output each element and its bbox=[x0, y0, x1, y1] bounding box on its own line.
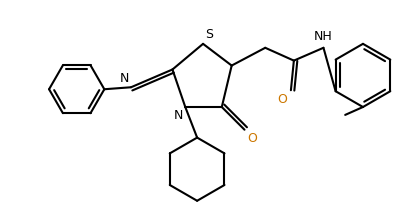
Text: O: O bbox=[276, 93, 286, 106]
Text: S: S bbox=[204, 28, 213, 41]
Text: N: N bbox=[173, 109, 183, 122]
Text: N: N bbox=[119, 72, 129, 85]
Text: NH: NH bbox=[313, 30, 332, 43]
Text: O: O bbox=[247, 132, 257, 145]
